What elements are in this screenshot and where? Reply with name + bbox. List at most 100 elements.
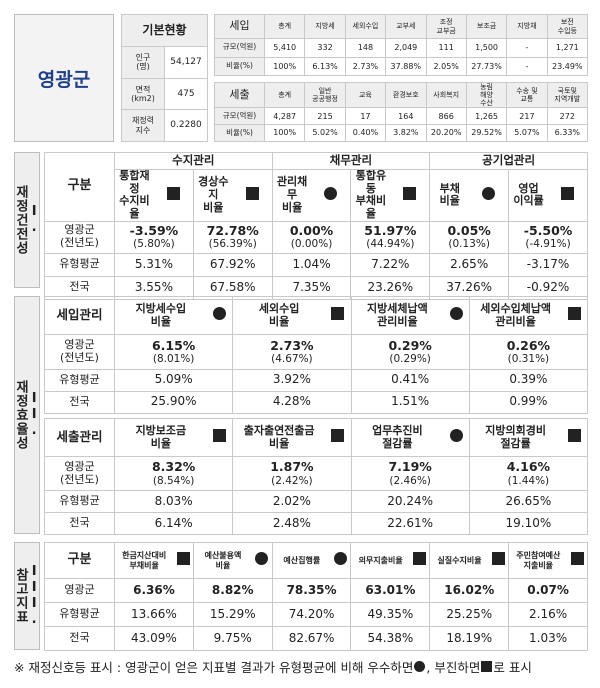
expenditure-cell: 4,287 bbox=[263, 107, 306, 126]
s1-value-cell: 0.00% (0.00%) bbox=[271, 220, 352, 254]
s2-prev-value: (0.29%) bbox=[389, 353, 431, 366]
revenue-cell: 148 bbox=[344, 38, 387, 58]
expenditure-header: 사회복지 bbox=[425, 81, 467, 109]
s3-signal bbox=[567, 542, 588, 579]
s3-row-label: 전국 bbox=[44, 626, 115, 651]
s2-prev-value: (1.44%) bbox=[507, 474, 550, 487]
s2-value-cell: 22.61% bbox=[350, 512, 470, 535]
footnote: ※ 재정신호등 표시 : 영광군이 얻은 지표별 결과가 유형평균에 비해 우수… bbox=[14, 660, 532, 675]
s2-signal bbox=[561, 295, 588, 336]
s1-indicator-name: 통합재정 수지비율 bbox=[113, 169, 154, 222]
s2-revenue_mgmt-title: 세입관리 bbox=[44, 295, 115, 336]
revenue-cell: 23.49% bbox=[546, 56, 589, 76]
s3-signal bbox=[252, 542, 273, 579]
s2-prev-value: (2.46%) bbox=[389, 474, 431, 487]
expenditure-cell: 866 bbox=[425, 107, 467, 126]
s3-indicator-name: 실질수지비율 bbox=[429, 542, 489, 579]
s2-row-label: 전국 bbox=[44, 390, 115, 415]
s2-signal bbox=[561, 418, 588, 457]
square-signal-icon bbox=[213, 429, 226, 443]
revenue-header: 보조금 bbox=[465, 14, 508, 39]
s3-signal bbox=[409, 542, 431, 579]
fiscal-index-label: 재정력 지수 bbox=[121, 109, 165, 142]
s1-value-cell: 51.97% (44.94%) bbox=[350, 220, 431, 254]
s1-group-header: 수지관리 bbox=[114, 152, 273, 170]
s1-indicator-name: 영업 이익률 bbox=[508, 169, 548, 222]
s2-value-cell: 19.10% bbox=[468, 512, 589, 535]
s3-indicator-name: 한금지산대비 부채비율 bbox=[114, 542, 174, 579]
square-signal-icon bbox=[245, 187, 259, 201]
s2-value-cell: 2.02% bbox=[232, 490, 352, 513]
s1-signal bbox=[547, 169, 588, 222]
revenue-cell: 2.73% bbox=[344, 56, 387, 76]
s1-value-cell: 1.04% bbox=[271, 252, 352, 277]
s1-value-cell: -3.59% (5.80%) bbox=[114, 220, 194, 254]
revenue-header: 총계 bbox=[263, 14, 306, 39]
s1-value-cell: 67.92% bbox=[192, 252, 273, 277]
s2-value-cell: 25.90% bbox=[113, 390, 234, 415]
expenditure-title: 세출 bbox=[214, 81, 265, 109]
revenue-title: 세입 bbox=[214, 14, 265, 39]
s3-value-cell: 8.82% bbox=[192, 578, 273, 603]
expenditure-cell: 6.33% bbox=[546, 124, 589, 142]
revenue-cell: 100% bbox=[263, 56, 306, 76]
square-signal-icon bbox=[331, 429, 345, 443]
s2-county-value: 6.15% bbox=[151, 337, 196, 353]
s2-county-value: 4.16% bbox=[506, 459, 551, 475]
section3-table: 구분 한금지산대비 부채비율 예산불용액 비율 예산집행률 의무지출비율 실질수지비율 주민… bbox=[44, 542, 588, 651]
s1-value-cell: 7.22% bbox=[350, 252, 431, 277]
revenue-cell: - bbox=[506, 38, 548, 58]
s1-row-label: 유형평균 bbox=[44, 252, 115, 277]
s3-gubun: 구분 bbox=[44, 542, 115, 579]
s2-indicator-name: 지방세체납액 관리비율 bbox=[350, 295, 444, 336]
s3-value-cell: 13.66% bbox=[114, 602, 194, 627]
s1-value-cell: 5.31% bbox=[114, 252, 194, 277]
s2-value-cell: 2.48% bbox=[232, 512, 352, 535]
s2-signal bbox=[443, 418, 470, 457]
revenue-header: 지방세 bbox=[304, 14, 346, 39]
s1-gubun: 구분 bbox=[44, 152, 115, 222]
s2-signal bbox=[325, 418, 352, 457]
s2-prev-value: (8.01%) bbox=[152, 353, 195, 366]
s1-value-cell: 2.65% bbox=[429, 252, 510, 277]
revenue-header: 지방채 bbox=[506, 14, 548, 39]
revenue-cell: 111 bbox=[425, 38, 467, 58]
s2-county-value: 8.32% bbox=[151, 459, 196, 475]
s2-row-label: 영광군 (전년도) bbox=[44, 334, 115, 370]
s2-expend_mgmt-title: 세출관리 bbox=[44, 418, 115, 457]
s3-value-cell: 25.25% bbox=[429, 602, 510, 627]
s2-indicator-name: 지방보조금 비율 bbox=[113, 418, 207, 457]
s2-prev-value: (0.31%) bbox=[507, 353, 550, 366]
s1-signal bbox=[311, 169, 352, 222]
s1-group-header: 채무관리 bbox=[271, 152, 431, 170]
s1-value-cell: 3.55% bbox=[114, 275, 194, 300]
revenue-header: 조정 교부금 bbox=[425, 14, 467, 39]
s3-signal bbox=[488, 542, 510, 579]
s1-county-value: 72.78% bbox=[206, 222, 259, 238]
s2-county-value: 1.87% bbox=[270, 459, 314, 475]
circle-signal-icon bbox=[324, 187, 338, 201]
s2-indicator-name: 세외수입체납액 관리비율 bbox=[468, 295, 562, 336]
s3-signal bbox=[173, 542, 194, 579]
s1-prev-value: (44.94%) bbox=[366, 238, 415, 251]
revenue-cell: 6.13% bbox=[304, 56, 346, 76]
s1-signal bbox=[469, 169, 510, 222]
s3-value-cell: 9.75% bbox=[192, 626, 273, 651]
revenue-cell: 2,049 bbox=[385, 38, 427, 58]
circle-signal-icon bbox=[255, 552, 269, 566]
s1-county-value: 51.97% bbox=[364, 222, 417, 238]
expenditure-cell: 217 bbox=[506, 107, 548, 126]
square-signal-icon bbox=[491, 552, 505, 566]
s2-county-value: 0.26% bbox=[506, 337, 551, 353]
s2-indicator-name: 지방의회경비 절감률 bbox=[468, 418, 562, 457]
revenue-row-label: 비율(%) bbox=[214, 56, 265, 76]
s2-value-cell: 4.16% (1.44%) bbox=[468, 456, 589, 491]
s1-indicator-name: 부채 비율 bbox=[429, 169, 470, 222]
s2-value-cell: 5.09% bbox=[113, 368, 234, 392]
revenue-table: 세입 총계 지방세 세외수입 교부세 조정 교부금 보조금 지방채 보전 수입등 규모(억원) 5,… bbox=[214, 14, 589, 76]
s3-signal bbox=[330, 542, 352, 579]
square-signal-icon bbox=[560, 187, 574, 201]
s3-row-label: 유형평균 bbox=[44, 602, 115, 627]
expenditure-cell: 0.40% bbox=[344, 124, 387, 142]
expenditure-header: 일반 공공행정 bbox=[304, 81, 346, 109]
